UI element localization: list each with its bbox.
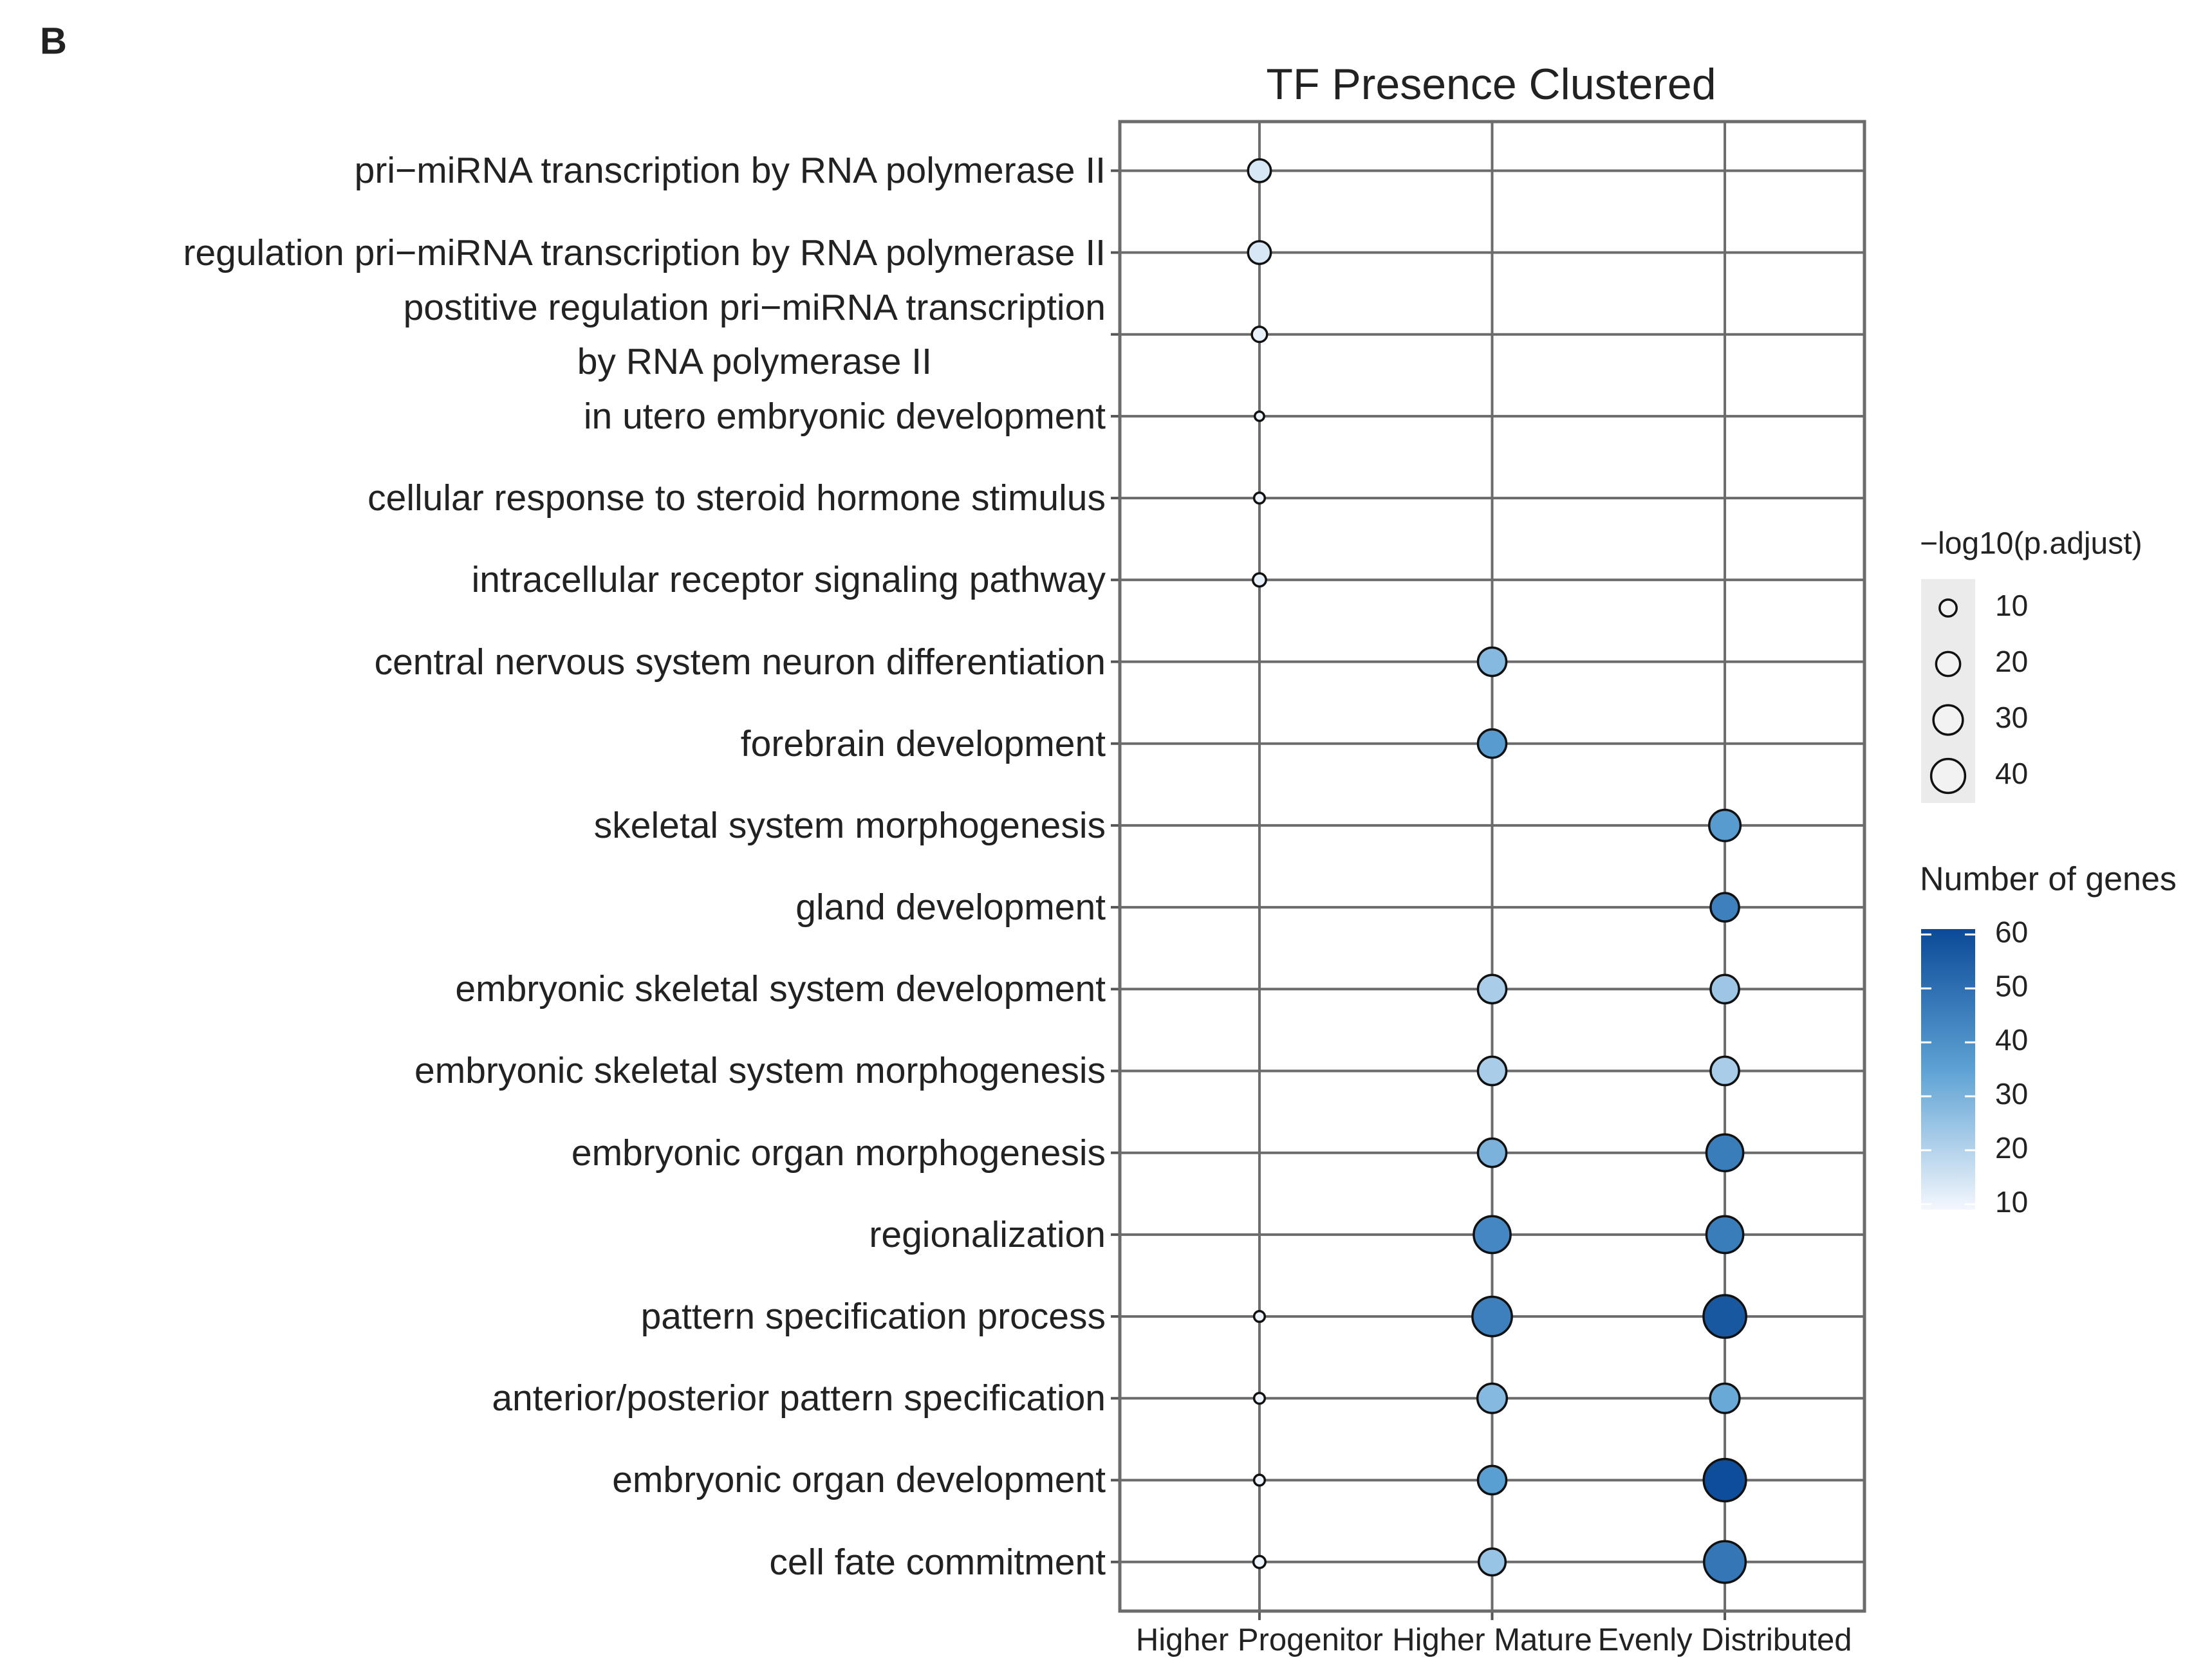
panel-label: B bbox=[40, 20, 67, 62]
dot bbox=[1247, 240, 1272, 265]
dot bbox=[1252, 1309, 1267, 1323]
dot bbox=[1251, 572, 1267, 588]
y-tick-label: embryonic skeletal system morphogenesis bbox=[414, 1050, 1106, 1092]
y-tick-label: intracellular receptor signaling pathway bbox=[471, 559, 1106, 601]
dot bbox=[1705, 1215, 1745, 1255]
legend-label: 10 bbox=[1995, 589, 2028, 622]
legend-label: 30 bbox=[1995, 1077, 2028, 1111]
legend-label: 40 bbox=[1995, 1023, 2028, 1056]
legend-label: 40 bbox=[1995, 757, 2028, 790]
y-tick-label: anterior/posterior pattern specification bbox=[492, 1378, 1106, 1419]
legend-size-key bbox=[1932, 704, 1964, 736]
dot bbox=[1473, 1215, 1512, 1255]
plot-border bbox=[1118, 120, 1866, 1613]
legend-label: 20 bbox=[1995, 645, 2028, 678]
dot bbox=[1476, 646, 1508, 678]
y-tick-label: gland development bbox=[795, 887, 1106, 928]
legend-size-key bbox=[1935, 650, 1962, 678]
y-tick-label: pattern specification process bbox=[640, 1296, 1106, 1338]
dot bbox=[1702, 1457, 1747, 1503]
dot bbox=[1709, 892, 1740, 923]
x-tick-label: Higher Mature bbox=[1392, 1623, 1592, 1657]
y-tick-label: postitive regulation pri−miRNA transcrip… bbox=[403, 286, 1106, 382]
dot bbox=[1709, 1055, 1740, 1087]
dot bbox=[1703, 1540, 1747, 1584]
legend-title: −log10(p.adjust) bbox=[1920, 527, 2142, 561]
y-tick-label: forebrain development bbox=[740, 723, 1106, 764]
dot bbox=[1477, 1547, 1507, 1577]
legend-size-key bbox=[1938, 598, 1958, 618]
legend-label: 50 bbox=[1995, 969, 2028, 1002]
dot bbox=[1476, 1137, 1508, 1168]
dot bbox=[1252, 492, 1267, 505]
y-tick-label: regulation pri−miRNA transcription by RN… bbox=[183, 232, 1106, 273]
dot bbox=[1476, 1464, 1508, 1496]
dot bbox=[1252, 1473, 1267, 1487]
dot bbox=[1250, 326, 1269, 344]
y-tick-label: embryonic skeletal system development bbox=[455, 968, 1106, 1010]
y-tick-label: central nervous system neuron differenti… bbox=[374, 641, 1106, 683]
dot bbox=[1476, 1055, 1508, 1087]
y-tick-label: embryonic organ morphogenesis bbox=[571, 1132, 1106, 1174]
dot bbox=[1252, 1392, 1267, 1405]
dot bbox=[1252, 1554, 1267, 1569]
dot bbox=[1476, 973, 1508, 1005]
chart-title: TF Presence Clustered bbox=[1266, 60, 1716, 109]
dot bbox=[1476, 1382, 1509, 1414]
legend-title: Number of genes bbox=[1920, 861, 2177, 898]
y-tick-label: in utero embryonic development bbox=[583, 395, 1106, 437]
dot bbox=[1705, 1133, 1745, 1173]
dot bbox=[1702, 1294, 1747, 1339]
colorbar bbox=[1921, 929, 1975, 1210]
y-tick-label: pri−miRNA transcription by RNA polymeras… bbox=[354, 150, 1106, 192]
dot bbox=[1476, 728, 1508, 759]
legend-label: 10 bbox=[1995, 1185, 2028, 1219]
dot bbox=[1253, 410, 1265, 422]
dot bbox=[1247, 158, 1272, 183]
y-tick-label: skeletal system morphogenesis bbox=[593, 804, 1106, 846]
y-tick-label: cell fate commitment bbox=[769, 1541, 1106, 1583]
dot bbox=[1471, 1295, 1513, 1338]
y-tick-label: regionalization bbox=[869, 1213, 1106, 1255]
x-tick-label: Higher Progenitor bbox=[1136, 1623, 1383, 1657]
dot bbox=[1709, 973, 1740, 1005]
legend-size-key bbox=[1929, 757, 1967, 795]
legend-label: 60 bbox=[1995, 916, 2028, 949]
y-tick-label: embryonic organ development bbox=[612, 1459, 1106, 1501]
dot bbox=[1707, 808, 1742, 842]
legend-label: 20 bbox=[1995, 1131, 2028, 1165]
x-tick-label: Evenly Distributed bbox=[1598, 1623, 1852, 1657]
y-tick-label: cellular response to steroid hormone sti… bbox=[367, 477, 1106, 519]
legend-label: 30 bbox=[1995, 701, 2028, 734]
dot bbox=[1709, 1382, 1741, 1414]
